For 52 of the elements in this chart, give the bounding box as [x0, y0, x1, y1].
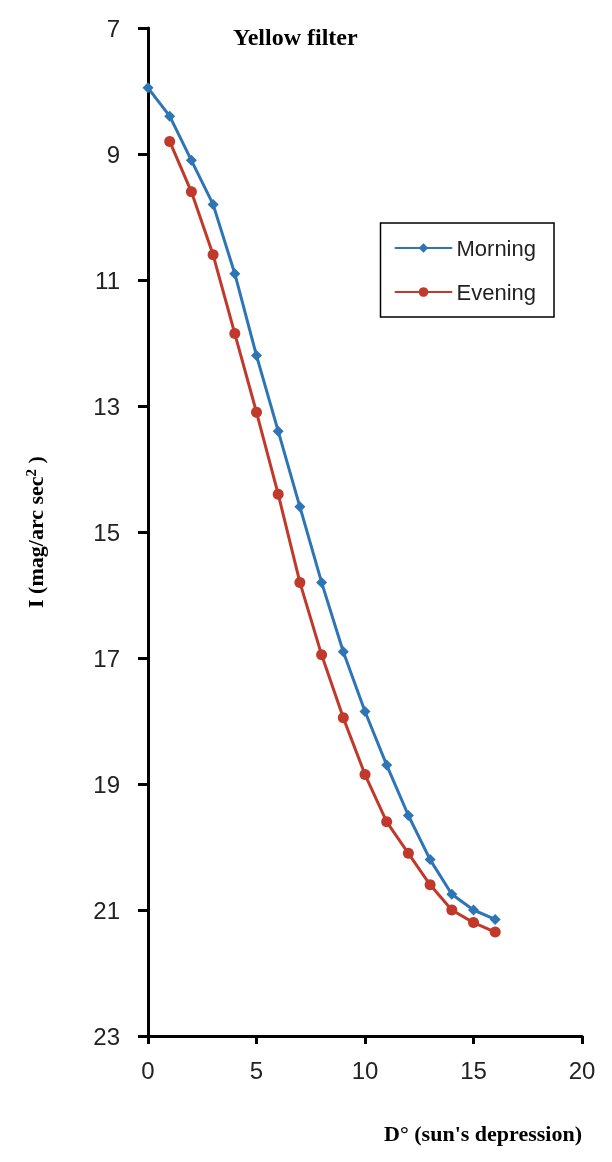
- point: [359, 769, 371, 781]
- point: [142, 82, 154, 94]
- point: [381, 816, 393, 828]
- point: [468, 917, 479, 929]
- point: [489, 926, 501, 938]
- point: [359, 706, 371, 718]
- point: [164, 110, 176, 122]
- x-tick-label: 0: [141, 1056, 155, 1084]
- point: [381, 759, 393, 771]
- y-axis-title: I (mag/arc sec2 ): [22, 456, 48, 608]
- y-tick-label: 17: [93, 644, 120, 672]
- point: [468, 904, 479, 916]
- point: [316, 576, 328, 588]
- y-tick-label: 11: [95, 266, 120, 294]
- x-tick-label: 10: [351, 1056, 379, 1084]
- point: [316, 649, 328, 661]
- point: [272, 488, 284, 500]
- x-axis-title: D° (sun's depression): [384, 1120, 582, 1146]
- y-tick-label: 23: [93, 1022, 120, 1050]
- point: [402, 810, 414, 821]
- point: [229, 328, 241, 340]
- point: [446, 888, 458, 900]
- point: [207, 249, 219, 261]
- point: [272, 425, 284, 437]
- point: [251, 350, 262, 362]
- point: [207, 198, 219, 210]
- point: [164, 135, 176, 147]
- point: [489, 913, 501, 925]
- point: [424, 879, 436, 891]
- x-tick-label: 5: [249, 1056, 264, 1084]
- point: [294, 576, 306, 588]
- x-tick-label: 20: [568, 1056, 596, 1084]
- point: [229, 268, 241, 280]
- point: [446, 904, 458, 916]
- point: [402, 847, 414, 859]
- legend-label: Morning: [456, 235, 536, 261]
- point: [185, 186, 197, 198]
- point: [251, 406, 262, 418]
- point: [337, 646, 349, 658]
- legend-label: Evening: [456, 279, 537, 305]
- point: [424, 854, 436, 866]
- y-tick-label: 9: [106, 140, 120, 168]
- chart-title: Yellow filter: [233, 24, 358, 50]
- y-tick-label: 13: [93, 392, 120, 420]
- point: [185, 154, 197, 166]
- point: [337, 712, 349, 724]
- y-tick-label: 15: [93, 518, 120, 546]
- x-tick-label: 15: [460, 1056, 487, 1084]
- y-tick-label: 21: [93, 896, 120, 924]
- point: [294, 501, 306, 513]
- y-tick-label: 19: [93, 770, 120, 798]
- y-tick-label: 7: [106, 14, 120, 42]
